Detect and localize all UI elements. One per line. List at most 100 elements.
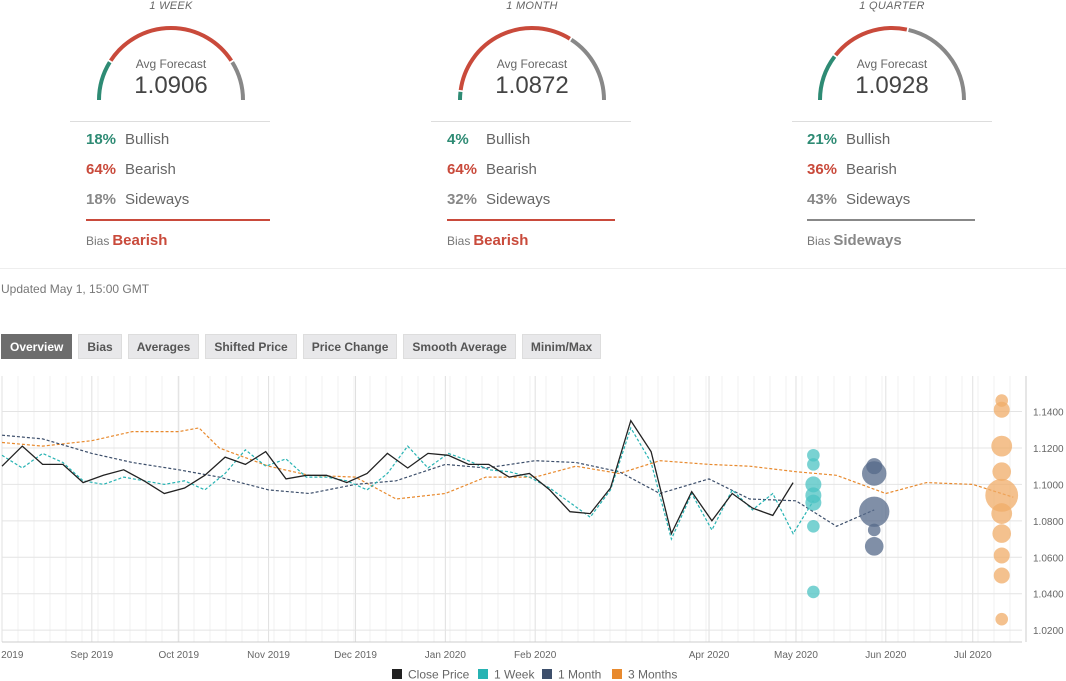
tab-averages[interactable]: Averages: [127, 334, 200, 359]
stat-percent: 43%: [807, 191, 838, 208]
tab-price-change[interactable]: Price Change: [302, 334, 398, 359]
series-line-close-price: [1, 419, 794, 536]
forecast-gauge: [97, 26, 245, 101]
forecast-bubble-3-months: [992, 462, 1012, 481]
stat-label: Sideways: [846, 191, 911, 208]
stat-label: Bearish: [486, 161, 537, 178]
y-tick-label: 1.0800: [1033, 517, 1064, 528]
bias-value: Bearish: [473, 232, 529, 249]
x-tick-label: Aug 2019: [0, 650, 24, 661]
x-tick-label: Feb 2020: [514, 650, 557, 661]
tab-bias[interactable]: Bias: [78, 334, 122, 359]
forecast-bubble-3-months: [992, 524, 1012, 543]
stat-label: Bearish: [125, 161, 176, 178]
y-tick-label: 1.1200: [1033, 444, 1064, 455]
forecast-bubble-1-month: [859, 496, 890, 527]
y-tick-label: 1.1400: [1033, 408, 1064, 419]
avg-forecast-value: 1.0906: [134, 72, 208, 99]
period-label: 1 QUARTER: [859, 0, 925, 12]
bias-underline: [807, 219, 975, 221]
legend-swatch: [612, 669, 622, 679]
legend-item-1-month[interactable]: 1 Month: [542, 668, 601, 681]
panel-separator: [431, 121, 631, 122]
chart-tabs: Overview Bias Averages Shifted Price Price C…: [1, 334, 602, 359]
x-tick-label: Dec 2019: [334, 650, 377, 661]
bias-label: Bias: [86, 234, 110, 248]
bias-indicator: Bias Bearish: [86, 232, 167, 250]
forecast-bubble-1-month: [864, 537, 884, 556]
period-label: 1 WEEK: [149, 0, 193, 12]
forecast-bubble-3-months: [995, 612, 1009, 626]
avg-forecast-label: Avg Forecast: [135, 57, 207, 71]
bias-underline: [447, 219, 615, 221]
forecast-bubble-1-month: [867, 523, 881, 537]
tab-smooth-average[interactable]: Smooth Average: [403, 334, 516, 359]
legend-swatch: [478, 669, 488, 679]
legend-item-1-week[interactable]: 1 Week: [478, 668, 535, 681]
legend-label: 1 Week: [494, 668, 535, 681]
gauge-segment-bearish: [458, 26, 571, 91]
legend-item-3-months[interactable]: 3 Months: [612, 668, 677, 681]
stat-percent: 18%: [86, 131, 117, 148]
legend-label: 3 Months: [628, 668, 677, 681]
bias-value: Sideways: [833, 232, 902, 249]
panel-separator: [792, 121, 992, 122]
y-tick-label: 1.0200: [1033, 626, 1064, 637]
forecast-bubble-1-week: [807, 448, 820, 462]
tab-shifted-price[interactable]: Shifted Price: [205, 334, 297, 359]
series-line-3-months: [1, 427, 1014, 500]
section-divider: [0, 268, 1066, 269]
forecast-gauge: [458, 26, 606, 101]
forecast-bubble-3-months: [993, 401, 1010, 418]
x-tick-label: Nov 2019: [247, 650, 290, 661]
bias-label: Bias: [447, 234, 471, 248]
forecast-bubble-1-week: [807, 585, 820, 599]
y-tick-label: 1.1000: [1033, 480, 1064, 491]
gauge-segment-bullish: [97, 61, 112, 101]
forecast-gauge: [818, 26, 966, 101]
bias-indicator: Bias Bearish: [447, 232, 528, 250]
y-tick-label: 1.0400: [1033, 590, 1064, 601]
stat-label: Bearish: [846, 161, 897, 178]
gauge-segment-sideways: [570, 38, 606, 101]
updated-timestamp: Updated May 1, 15:00 GMT: [1, 282, 150, 296]
gauge-segment-bullish: [818, 55, 837, 101]
forecast-bubble-1-month: [861, 461, 887, 486]
legend-item-close-price[interactable]: Close Price: [392, 668, 470, 681]
gauge-segment-sideways: [230, 61, 245, 101]
gauge-segment-bearish: [109, 26, 233, 62]
avg-forecast-value: 1.0872: [495, 72, 569, 99]
bias-underline: [86, 219, 270, 221]
tab-minim-max[interactable]: Minim/Max: [521, 334, 602, 359]
stat-percent: 32%: [447, 191, 478, 208]
stat-percent: 4%: [447, 131, 469, 148]
series-line-1-week: [1, 426, 814, 541]
stat-label: Bullish: [125, 131, 170, 148]
legend-label: 1 Month: [558, 668, 601, 681]
forecast-bubble-1-week: [805, 494, 822, 511]
legend-swatch: [542, 669, 552, 679]
bias-label: Bias: [807, 234, 831, 248]
legend-swatch: [392, 669, 402, 679]
stat-label: Bullish: [486, 131, 531, 148]
panel-separator: [70, 121, 270, 122]
forecast-bubble-1-week: [807, 520, 820, 533]
stat-percent: 64%: [447, 161, 478, 178]
stat-percent: 18%: [86, 191, 117, 208]
forecast-bubble-3-months: [993, 567, 1010, 584]
period-label: 1 MONTH: [506, 0, 558, 12]
tab-overview[interactable]: Overview: [1, 334, 73, 359]
x-tick-label: Sep 2019: [70, 650, 113, 661]
avg-forecast-value: 1.0928: [855, 72, 929, 99]
stat-label: Sideways: [486, 191, 551, 208]
x-tick-label: May 2020: [774, 650, 818, 661]
stat-percent: 64%: [86, 161, 117, 178]
x-tick-label: Apr 2020: [689, 650, 730, 661]
forecast-bubble-3-months: [993, 547, 1010, 564]
x-tick-label: Jun 2020: [865, 650, 907, 661]
forecast-bubble-1-week: [805, 476, 822, 493]
x-tick-label: Jan 2020: [425, 650, 467, 661]
stat-label: Bullish: [846, 131, 891, 148]
avg-forecast-label: Avg Forecast: [496, 57, 568, 71]
legend-label: Close Price: [408, 668, 470, 681]
